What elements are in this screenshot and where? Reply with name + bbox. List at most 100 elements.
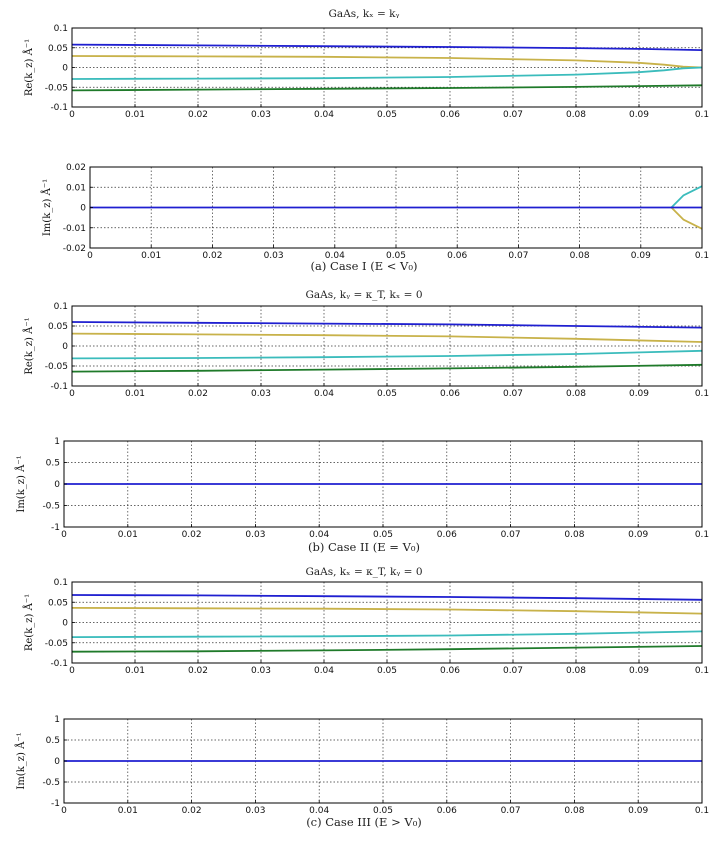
y-tick-label: -0.1 — [50, 659, 68, 669]
y-tick-label: -0.02 — [63, 244, 86, 254]
y-tick-label: 0.05 — [48, 322, 68, 332]
y-axis-label: Re(k_z) Å⁻¹ — [23, 594, 35, 651]
x-tick-label: 0.03 — [264, 251, 284, 261]
x-tick-label: 0 — [69, 389, 75, 399]
x-tick-label: 0.09 — [629, 666, 649, 676]
x-tick-label: 0.03 — [251, 110, 271, 120]
x-tick-label: 0.09 — [629, 389, 649, 399]
x-tick-label: 0 — [87, 251, 93, 261]
x-tick-label: 0.09 — [631, 251, 651, 261]
series-gold-line — [670, 206, 703, 230]
x-tick-label: 0.01 — [125, 389, 145, 399]
x-tick-label: 0 — [61, 530, 67, 540]
y-tick-label: -0.05 — [45, 362, 68, 372]
x-tick-label: 0.07 — [503, 110, 523, 120]
x-tick-label: 0.1 — [695, 389, 709, 399]
x-tick-label: 0.04 — [314, 666, 334, 676]
caption-a: (a) Case I (E < V₀) — [310, 259, 418, 273]
x-tick-label: 0 — [69, 110, 75, 120]
x-tick-label: 0.1 — [695, 666, 709, 676]
x-tick-label: 0.08 — [566, 110, 586, 120]
y-tick-label: 1 — [54, 437, 60, 447]
series-cyan-line — [71, 66, 703, 80]
x-tick-label: 0.05 — [373, 530, 393, 540]
caption-c: (c) Case III (E > V₀) — [306, 815, 422, 829]
y-axis-label: Im(k_z) Å⁻¹ — [15, 455, 27, 512]
x-tick-label: 0.08 — [564, 806, 584, 816]
x-tick-label: 0.08 — [564, 530, 584, 540]
y-tick-label: 0 — [80, 204, 86, 214]
x-tick-label: 0.01 — [125, 110, 145, 120]
x-tick-label: 0.04 — [314, 389, 334, 399]
x-tick-label: 0.02 — [202, 251, 222, 261]
x-tick-label: 0.08 — [566, 389, 586, 399]
x-tick-label: 0.04 — [309, 806, 329, 816]
y-tick-label: 0.5 — [46, 736, 60, 746]
y-tick-label: 0.05 — [48, 44, 68, 54]
y-tick-label: 0.01 — [66, 183, 86, 193]
chart-c_re: 0 0.01 0.02 0.03 0.04 0.05 0.06 0.07 0.08 0.09 0.1… — [23, 578, 709, 676]
x-tick-label: 0.05 — [373, 806, 393, 816]
x-tick-label: 0.01 — [141, 251, 161, 261]
series-gold-line — [71, 607, 703, 615]
x-tick-label: 0.01 — [125, 666, 145, 676]
series-blue-line — [71, 594, 703, 601]
x-tick-label: 0.01 — [118, 530, 138, 540]
x-tick-label: 0.04 — [314, 110, 334, 120]
y-tick-label: -0.05 — [45, 83, 68, 93]
x-tick-label: 0.08 — [566, 666, 586, 676]
chart-a_re: 0 0.01 0.02 0.03 0.04 0.05 0.06 0.07 0.08 0.09 0.1… — [23, 24, 709, 120]
y-axis-label: Im(k_z) Å⁻¹ — [41, 179, 53, 236]
y-tick-label: -1 — [51, 799, 60, 809]
y-tick-label: 0 — [54, 480, 60, 490]
series-gold-line — [71, 332, 703, 343]
x-tick-label: 0 — [61, 806, 67, 816]
x-tick-label: 0.06 — [440, 389, 460, 399]
x-tick-label: 0.06 — [440, 666, 460, 676]
y-tick-label: 0.02 — [66, 163, 86, 173]
x-tick-label: 0.1 — [695, 110, 709, 120]
y-tick-label: 0.5 — [46, 459, 60, 469]
y-tick-label: 0 — [54, 757, 60, 767]
series-cyan-line — [71, 630, 703, 638]
y-tick-label: 0 — [62, 342, 68, 352]
x-tick-label: 0.05 — [377, 666, 397, 676]
x-tick-label: 0.07 — [503, 389, 523, 399]
x-tick-label: 0.02 — [182, 530, 202, 540]
series-blue-line — [71, 321, 703, 329]
y-tick-label: -0.1 — [50, 382, 68, 392]
panel-c-title: GaAs, kₓ = κ_T, kᵧ = 0 — [305, 566, 423, 578]
x-tick-label: 0.07 — [501, 530, 521, 540]
x-tick-label: 0.07 — [508, 251, 528, 261]
x-tick-label: 0.08 — [570, 251, 590, 261]
x-tick-label: 0.03 — [245, 806, 265, 816]
x-tick-label: 0.02 — [182, 806, 202, 816]
series-blue-line — [71, 43, 703, 51]
x-tick-label: 0.04 — [309, 530, 329, 540]
y-tick-label: 0.05 — [48, 598, 68, 608]
y-axis-label: Re(k_z) Å⁻¹ — [23, 317, 35, 374]
y-tick-label: -0.01 — [63, 224, 86, 234]
series-green-line — [71, 84, 703, 92]
y-tick-label: -0.1 — [50, 103, 68, 113]
x-tick-label: 0.1 — [695, 806, 709, 816]
y-tick-label: 0 — [62, 619, 68, 629]
chart-a_im: 0 0.01 0.02 0.03 0.04 0.05 0.06 0.07 0.08 0.09 0.1… — [41, 163, 709, 261]
x-tick-label: 0.1 — [695, 530, 709, 540]
y-axis-label: Im(k_z) Å⁻¹ — [15, 732, 27, 789]
y-tick-label: 0.1 — [54, 578, 68, 588]
y-tick-label: 0.1 — [54, 302, 68, 312]
y-tick-label: 1 — [54, 715, 60, 725]
x-tick-label: 0.1 — [695, 251, 709, 261]
series-cyan-line — [71, 349, 703, 360]
x-tick-label: 0.09 — [628, 530, 648, 540]
x-tick-label: 0.06 — [447, 251, 467, 261]
x-tick-label: 0.06 — [437, 530, 457, 540]
x-tick-label: 0.06 — [437, 806, 457, 816]
x-tick-label: 0.05 — [377, 389, 397, 399]
series-gold-line — [71, 55, 703, 69]
x-tick-label: 0.03 — [245, 530, 265, 540]
chart-b_re: 0 0.01 0.02 0.03 0.04 0.05 0.06 0.07 0.08 0.09 0.1… — [23, 302, 709, 399]
x-tick-label: 0.06 — [440, 110, 460, 120]
x-tick-label: 0 — [69, 666, 75, 676]
